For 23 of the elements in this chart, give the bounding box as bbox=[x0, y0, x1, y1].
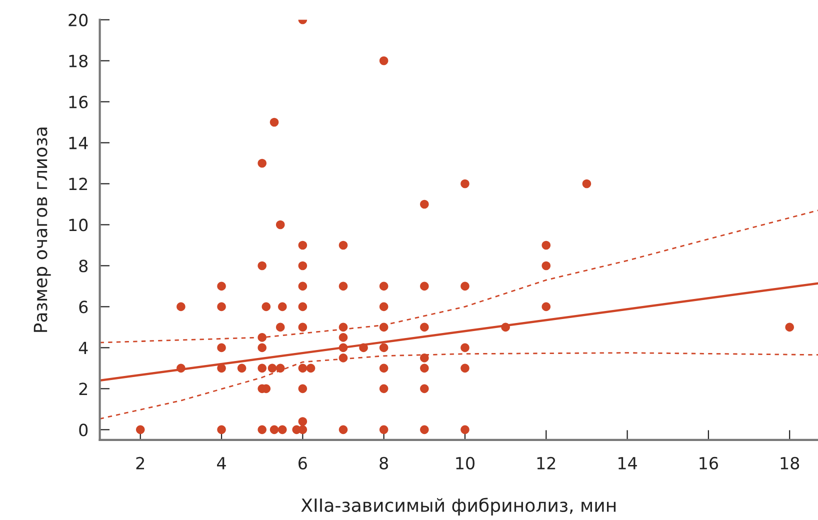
x-tick-label: 8 bbox=[380, 456, 388, 470]
y-tick-label: 18 bbox=[69, 54, 88, 68]
x-axis-title: XIIa-зависимый фибринолиз, мин bbox=[301, 498, 616, 516]
x-tick-label: 14 bbox=[618, 457, 637, 470]
line-series bbox=[100, 210, 818, 344]
x-tick-label: 12 bbox=[537, 456, 556, 470]
y-tick-label: 6 bbox=[79, 300, 88, 314]
x-tick-label: 6 bbox=[298, 456, 307, 470]
y-tick-label: 2 bbox=[79, 382, 88, 396]
y-tick-label: 8 bbox=[79, 260, 88, 272]
x-tick-label: 10 bbox=[456, 456, 474, 470]
y-tick-label: 12 bbox=[69, 178, 88, 190]
y-tick-label: 14 bbox=[69, 136, 88, 150]
y-tick-label: 0 bbox=[79, 424, 88, 436]
x-tick-label: 16 bbox=[700, 456, 718, 470]
y-tick-label: 4 bbox=[78, 342, 88, 354]
x-tick-label: 2 bbox=[136, 456, 144, 470]
y-tick-label: 16 bbox=[69, 96, 88, 108]
x-tick-label: 4 bbox=[217, 457, 226, 470]
y-axis-title: Размер очагов глиоза bbox=[34, 128, 51, 332]
y-tick-label: 20 bbox=[68, 14, 88, 26]
y-tick-label: 10 bbox=[69, 218, 88, 232]
x-tick-label: 18 bbox=[780, 456, 800, 470]
